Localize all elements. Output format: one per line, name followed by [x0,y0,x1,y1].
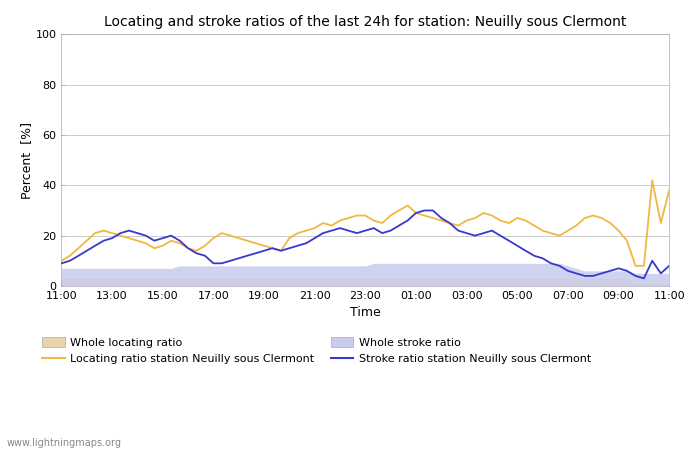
Y-axis label: Percent  [%]: Percent [%] [20,122,33,198]
Title: Locating and stroke ratios of the last 24h for station: Neuilly sous Clermont: Locating and stroke ratios of the last 2… [104,15,626,29]
Text: www.lightningmaps.org: www.lightningmaps.org [7,438,122,448]
Legend: Whole locating ratio, Locating ratio station Neuilly sous Clermont, Whole stroke: Whole locating ratio, Locating ratio sta… [43,337,591,364]
X-axis label: Time: Time [350,306,381,320]
